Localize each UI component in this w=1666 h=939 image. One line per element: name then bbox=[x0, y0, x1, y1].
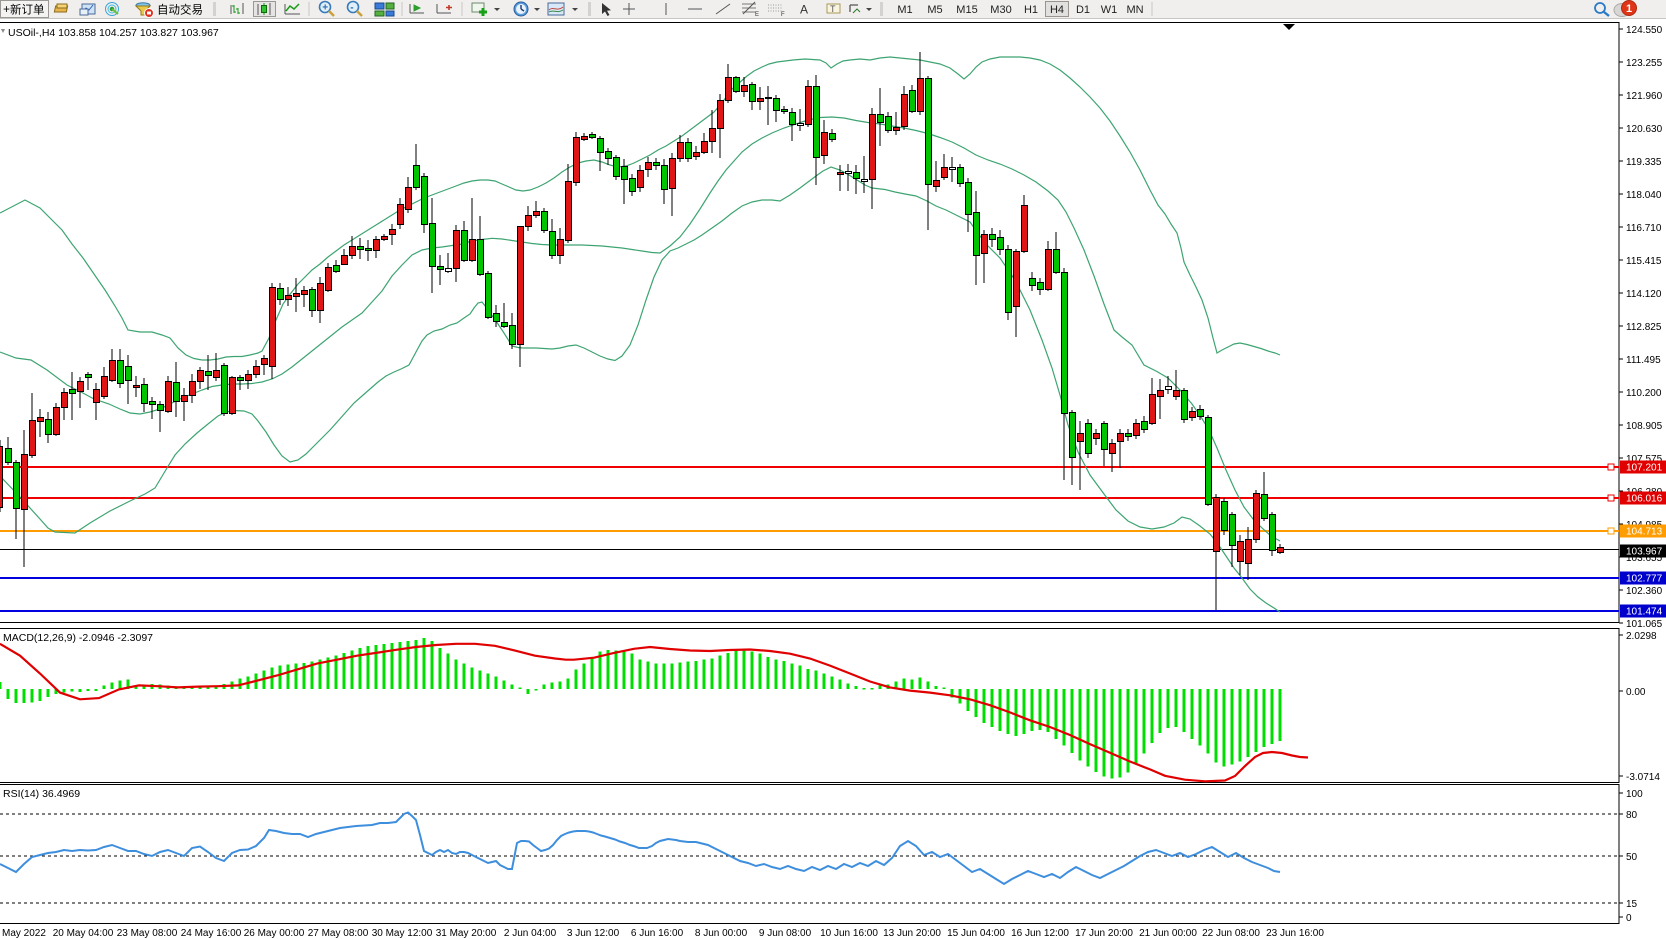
svg-text:17 Jun 20:00: 17 Jun 20:00 bbox=[1075, 928, 1133, 939]
svg-text:自动交易: 自动交易 bbox=[157, 3, 203, 17]
svg-text:MACD(12,26,9) -2.0946 -2.3097: MACD(12,26,9) -2.0946 -2.3097 bbox=[3, 632, 153, 644]
svg-text:M1: M1 bbox=[897, 4, 912, 16]
svg-text:E: E bbox=[755, 12, 759, 18]
svg-text:+: + bbox=[322, 3, 328, 14]
svg-text:24 May 16:00: 24 May 16:00 bbox=[181, 928, 242, 939]
svg-text:15: 15 bbox=[1626, 899, 1638, 910]
svg-text:103.967: 103.967 bbox=[1626, 547, 1663, 558]
svg-text:H4: H4 bbox=[1050, 4, 1064, 16]
svg-text:27 May 08:00: 27 May 08:00 bbox=[308, 928, 369, 939]
svg-text:2 Jun 04:00: 2 Jun 04:00 bbox=[504, 928, 557, 939]
svg-text:104.713: 104.713 bbox=[1626, 527, 1663, 538]
svg-text:31 May 20:00: 31 May 20:00 bbox=[436, 928, 497, 939]
svg-text:-: - bbox=[350, 3, 353, 14]
svg-text:119.335: 119.335 bbox=[1626, 157, 1662, 168]
svg-text:2.0298: 2.0298 bbox=[1626, 631, 1657, 642]
svg-text:101.065: 101.065 bbox=[1626, 619, 1663, 630]
svg-text:A: A bbox=[800, 3, 808, 17]
svg-text:10 Jun 16:00: 10 Jun 16:00 bbox=[820, 928, 878, 939]
svg-text:0.00: 0.00 bbox=[1626, 687, 1646, 698]
svg-text:30 May 12:00: 30 May 12:00 bbox=[372, 928, 433, 939]
svg-text:106.016: 106.016 bbox=[1626, 494, 1663, 505]
svg-text:21 Jun 00:00: 21 Jun 00:00 bbox=[1139, 928, 1197, 939]
svg-text:22 Jun 08:00: 22 Jun 08:00 bbox=[1202, 928, 1260, 939]
svg-text:23 Jun 16:00: 23 Jun 16:00 bbox=[1266, 928, 1324, 939]
svg-text:110.200: 110.200 bbox=[1626, 388, 1662, 399]
svg-text:103.655: 103.655 bbox=[1626, 553, 1663, 564]
svg-text:23 May 08:00: 23 May 08:00 bbox=[117, 928, 178, 939]
svg-text:F: F bbox=[781, 12, 785, 18]
svg-text:1: 1 bbox=[1626, 3, 1632, 15]
svg-text:MN: MN bbox=[1126, 4, 1143, 16]
svg-text:107.201: 107.201 bbox=[1626, 463, 1663, 474]
svg-text:3 Jun 12:00: 3 Jun 12:00 bbox=[567, 928, 620, 939]
svg-text:112.825: 112.825 bbox=[1626, 322, 1662, 333]
svg-text:M5: M5 bbox=[927, 4, 942, 16]
svg-text:114.120: 114.120 bbox=[1626, 289, 1662, 300]
svg-text:新订单: 新订单 bbox=[10, 3, 45, 17]
svg-text:120.630: 120.630 bbox=[1626, 124, 1663, 135]
svg-text:RSI(14) 36.4969: RSI(14) 36.4969 bbox=[3, 788, 80, 800]
svg-text:W1: W1 bbox=[1101, 4, 1118, 16]
svg-text:-3.0714: -3.0714 bbox=[1626, 772, 1660, 783]
svg-text:USOil-,H4 103.858 104.257 103: USOil-,H4 103.858 104.257 103.827 103.96… bbox=[8, 27, 219, 39]
svg-text:102.777: 102.777 bbox=[1626, 574, 1663, 585]
svg-text:124.550: 124.550 bbox=[1626, 25, 1663, 36]
svg-text:107.575: 107.575 bbox=[1626, 454, 1663, 465]
svg-text:20 May 04:00: 20 May 04:00 bbox=[53, 928, 114, 939]
svg-text:H1: H1 bbox=[1024, 4, 1038, 16]
svg-text:26 May 00:00: 26 May 00:00 bbox=[244, 928, 305, 939]
svg-text:8 Jun 00:00: 8 Jun 00:00 bbox=[695, 928, 748, 939]
svg-text:121.960: 121.960 bbox=[1626, 91, 1663, 102]
svg-text:100: 100 bbox=[1626, 789, 1643, 800]
svg-text:16 Jun 12:00: 16 Jun 12:00 bbox=[1011, 928, 1069, 939]
svg-text:0: 0 bbox=[1626, 913, 1632, 924]
svg-text:D1: D1 bbox=[1076, 4, 1090, 16]
svg-text:9 Jun 08:00: 9 Jun 08:00 bbox=[759, 928, 812, 939]
svg-text:116.710: 116.710 bbox=[1626, 223, 1662, 234]
svg-text:123.255: 123.255 bbox=[1626, 58, 1663, 69]
svg-text:118.040: 118.040 bbox=[1626, 190, 1662, 201]
svg-text:111.495: 111.495 bbox=[1626, 355, 1661, 366]
svg-text:13 Jun 20:00: 13 Jun 20:00 bbox=[883, 928, 941, 939]
svg-text:6 Jun 16:00: 6 Jun 16:00 bbox=[631, 928, 684, 939]
svg-text:T: T bbox=[830, 4, 836, 14]
svg-text:108.905: 108.905 bbox=[1626, 421, 1663, 432]
svg-text:50: 50 bbox=[1626, 852, 1638, 863]
svg-text:M30: M30 bbox=[990, 4, 1011, 16]
svg-text:115.415: 115.415 bbox=[1626, 256, 1662, 267]
svg-text:80: 80 bbox=[1626, 810, 1638, 821]
svg-text:May 2022: May 2022 bbox=[2, 928, 46, 939]
svg-text:M15: M15 bbox=[956, 4, 977, 16]
svg-text:101.474: 101.474 bbox=[1626, 607, 1663, 618]
svg-text:102.360: 102.360 bbox=[1626, 586, 1663, 597]
svg-text:15 Jun 04:00: 15 Jun 04:00 bbox=[947, 928, 1005, 939]
svg-text:+: + bbox=[3, 2, 10, 16]
